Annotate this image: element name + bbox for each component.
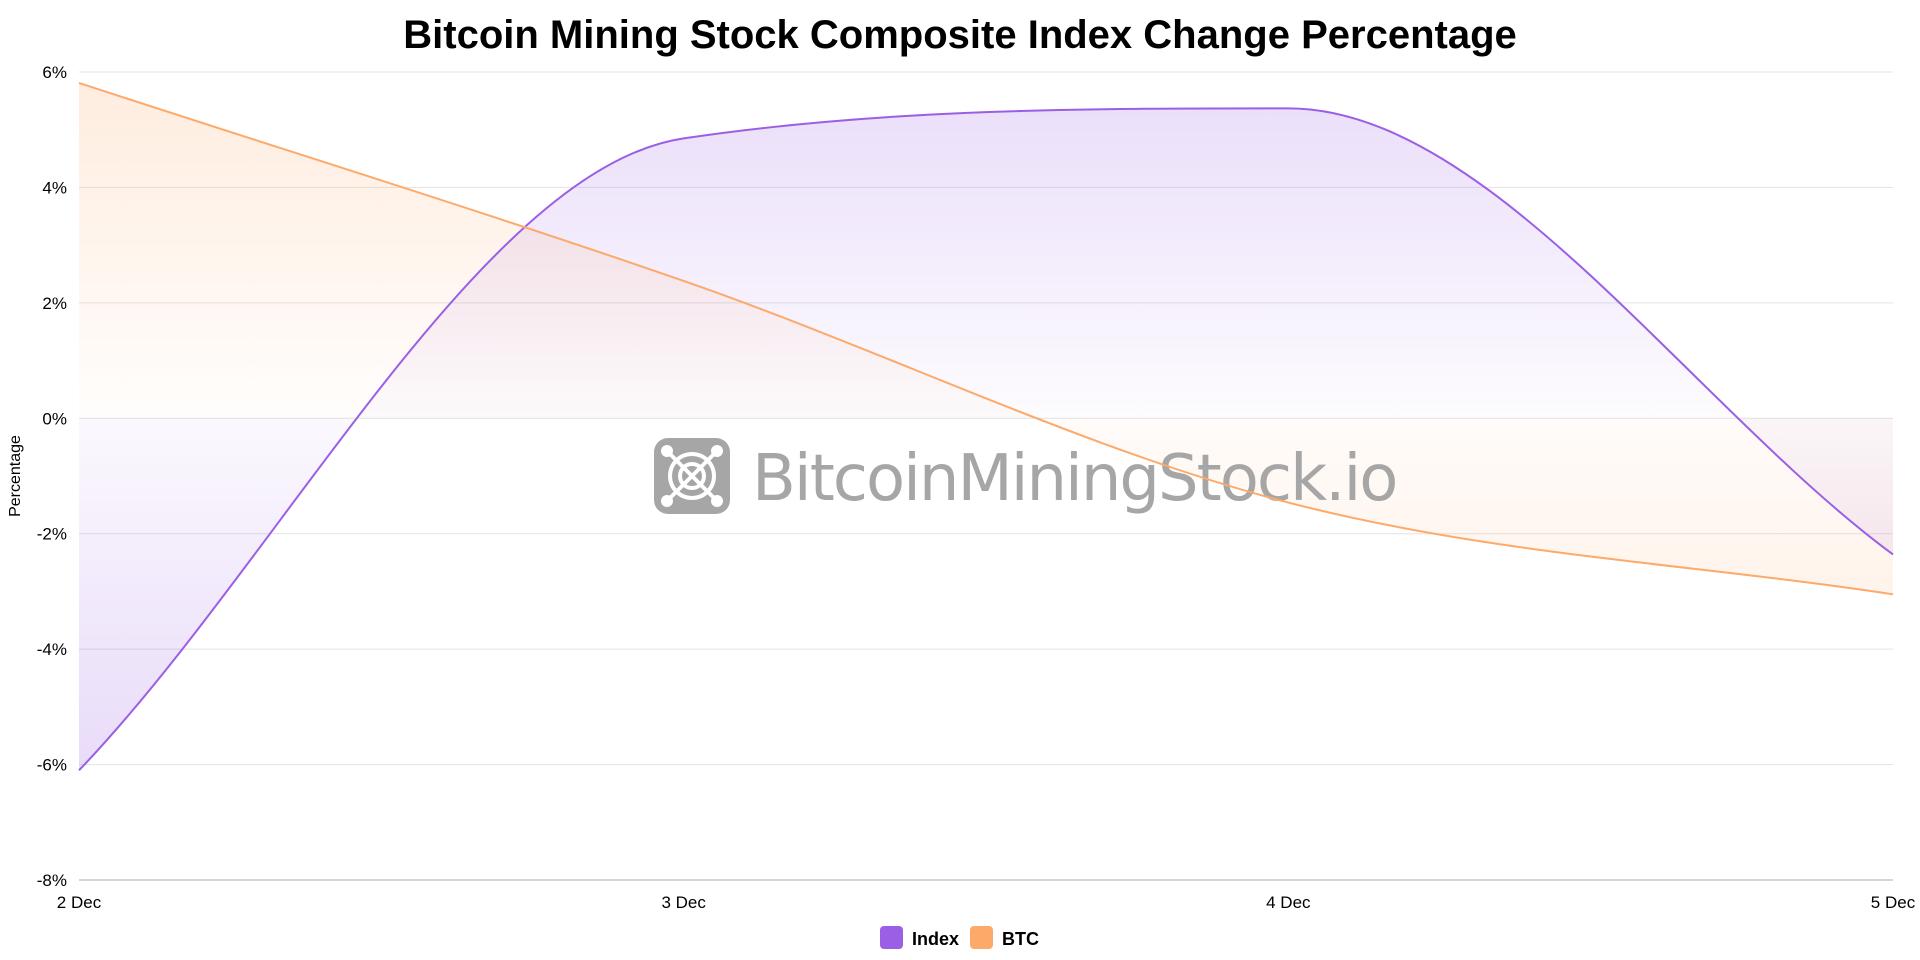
legend-item-index[interactable]: Index	[880, 926, 959, 949]
area-btc	[79, 82, 1893, 595]
line-btc	[78, 82, 1894, 596]
y-tick-label: -2%	[37, 525, 67, 544]
legend-swatch-btc	[970, 926, 993, 949]
y-tick-label: -8%	[37, 871, 67, 890]
y-tick-label: 4%	[42, 178, 67, 197]
x-tick-label: 3 Dec	[661, 893, 706, 912]
y-tick-label: -4%	[37, 640, 67, 659]
series-areas	[79, 82, 1893, 771]
legend-label-btc: BTC	[1002, 929, 1039, 949]
y-tick-label: 0%	[42, 409, 67, 428]
legend-swatch-index	[880, 926, 903, 949]
chart-title: Bitcoin Mining Stock Composite Index Cha…	[403, 13, 1517, 57]
y-axis-ticks: 6% 4% 2% 0% -2% -4% -6% -8%	[37, 63, 67, 890]
x-tick-label: 2 Dec	[57, 893, 102, 912]
mining-fan-logo-icon	[654, 438, 730, 514]
y-tick-label: 6%	[42, 63, 67, 82]
y-tick-label: -6%	[37, 756, 67, 775]
legend: Index BTC	[880, 926, 1039, 949]
legend-label-index: Index	[912, 929, 959, 949]
x-axis-ticks: 2 Dec 3 Dec 4 Dec 5 Dec	[57, 893, 1916, 912]
x-tick-label: 5 Dec	[1871, 893, 1916, 912]
y-tick-label: 2%	[42, 294, 67, 313]
x-tick-label: 4 Dec	[1266, 893, 1311, 912]
line-index	[78, 107, 1894, 772]
series-lines	[78, 82, 1894, 772]
legend-item-btc[interactable]: BTC	[970, 926, 1039, 949]
y-axis-label: Percentage	[7, 435, 24, 517]
watermark: BitcoinMiningStock.io	[654, 438, 1398, 516]
